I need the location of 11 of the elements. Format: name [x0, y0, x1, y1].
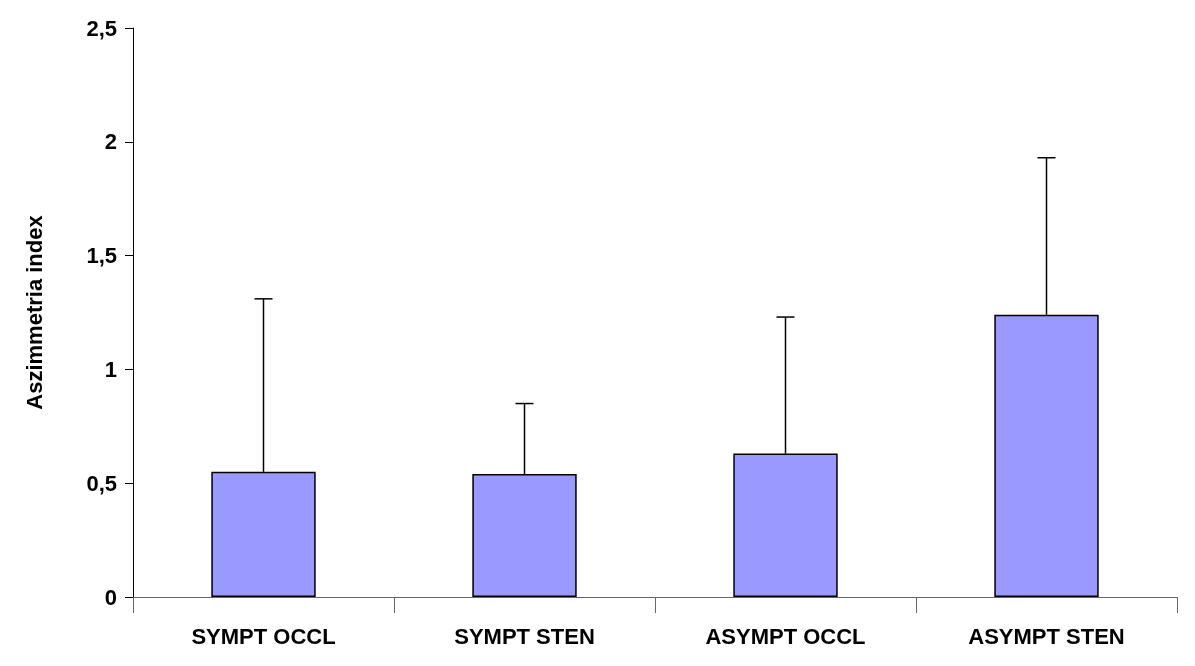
x-tick-label: ASYMPT STEN	[968, 623, 1125, 649]
y-axis-title: Aszimmetria index	[21, 214, 47, 410]
y-tick-label: 0	[104, 584, 117, 610]
y-tick-label: 2,5	[86, 15, 117, 41]
y-tick-label: 1,5	[86, 243, 117, 269]
y-tick-label: 2	[104, 129, 117, 155]
x-tick-label: SYMPT STEN	[454, 623, 595, 649]
x-tick-label: ASYMPT OCCL	[705, 623, 866, 649]
y-tick-label: 0,5	[86, 470, 117, 496]
x-tick-label: SYMPT OCCL	[191, 623, 336, 649]
y-tick-label: 1	[104, 356, 117, 382]
